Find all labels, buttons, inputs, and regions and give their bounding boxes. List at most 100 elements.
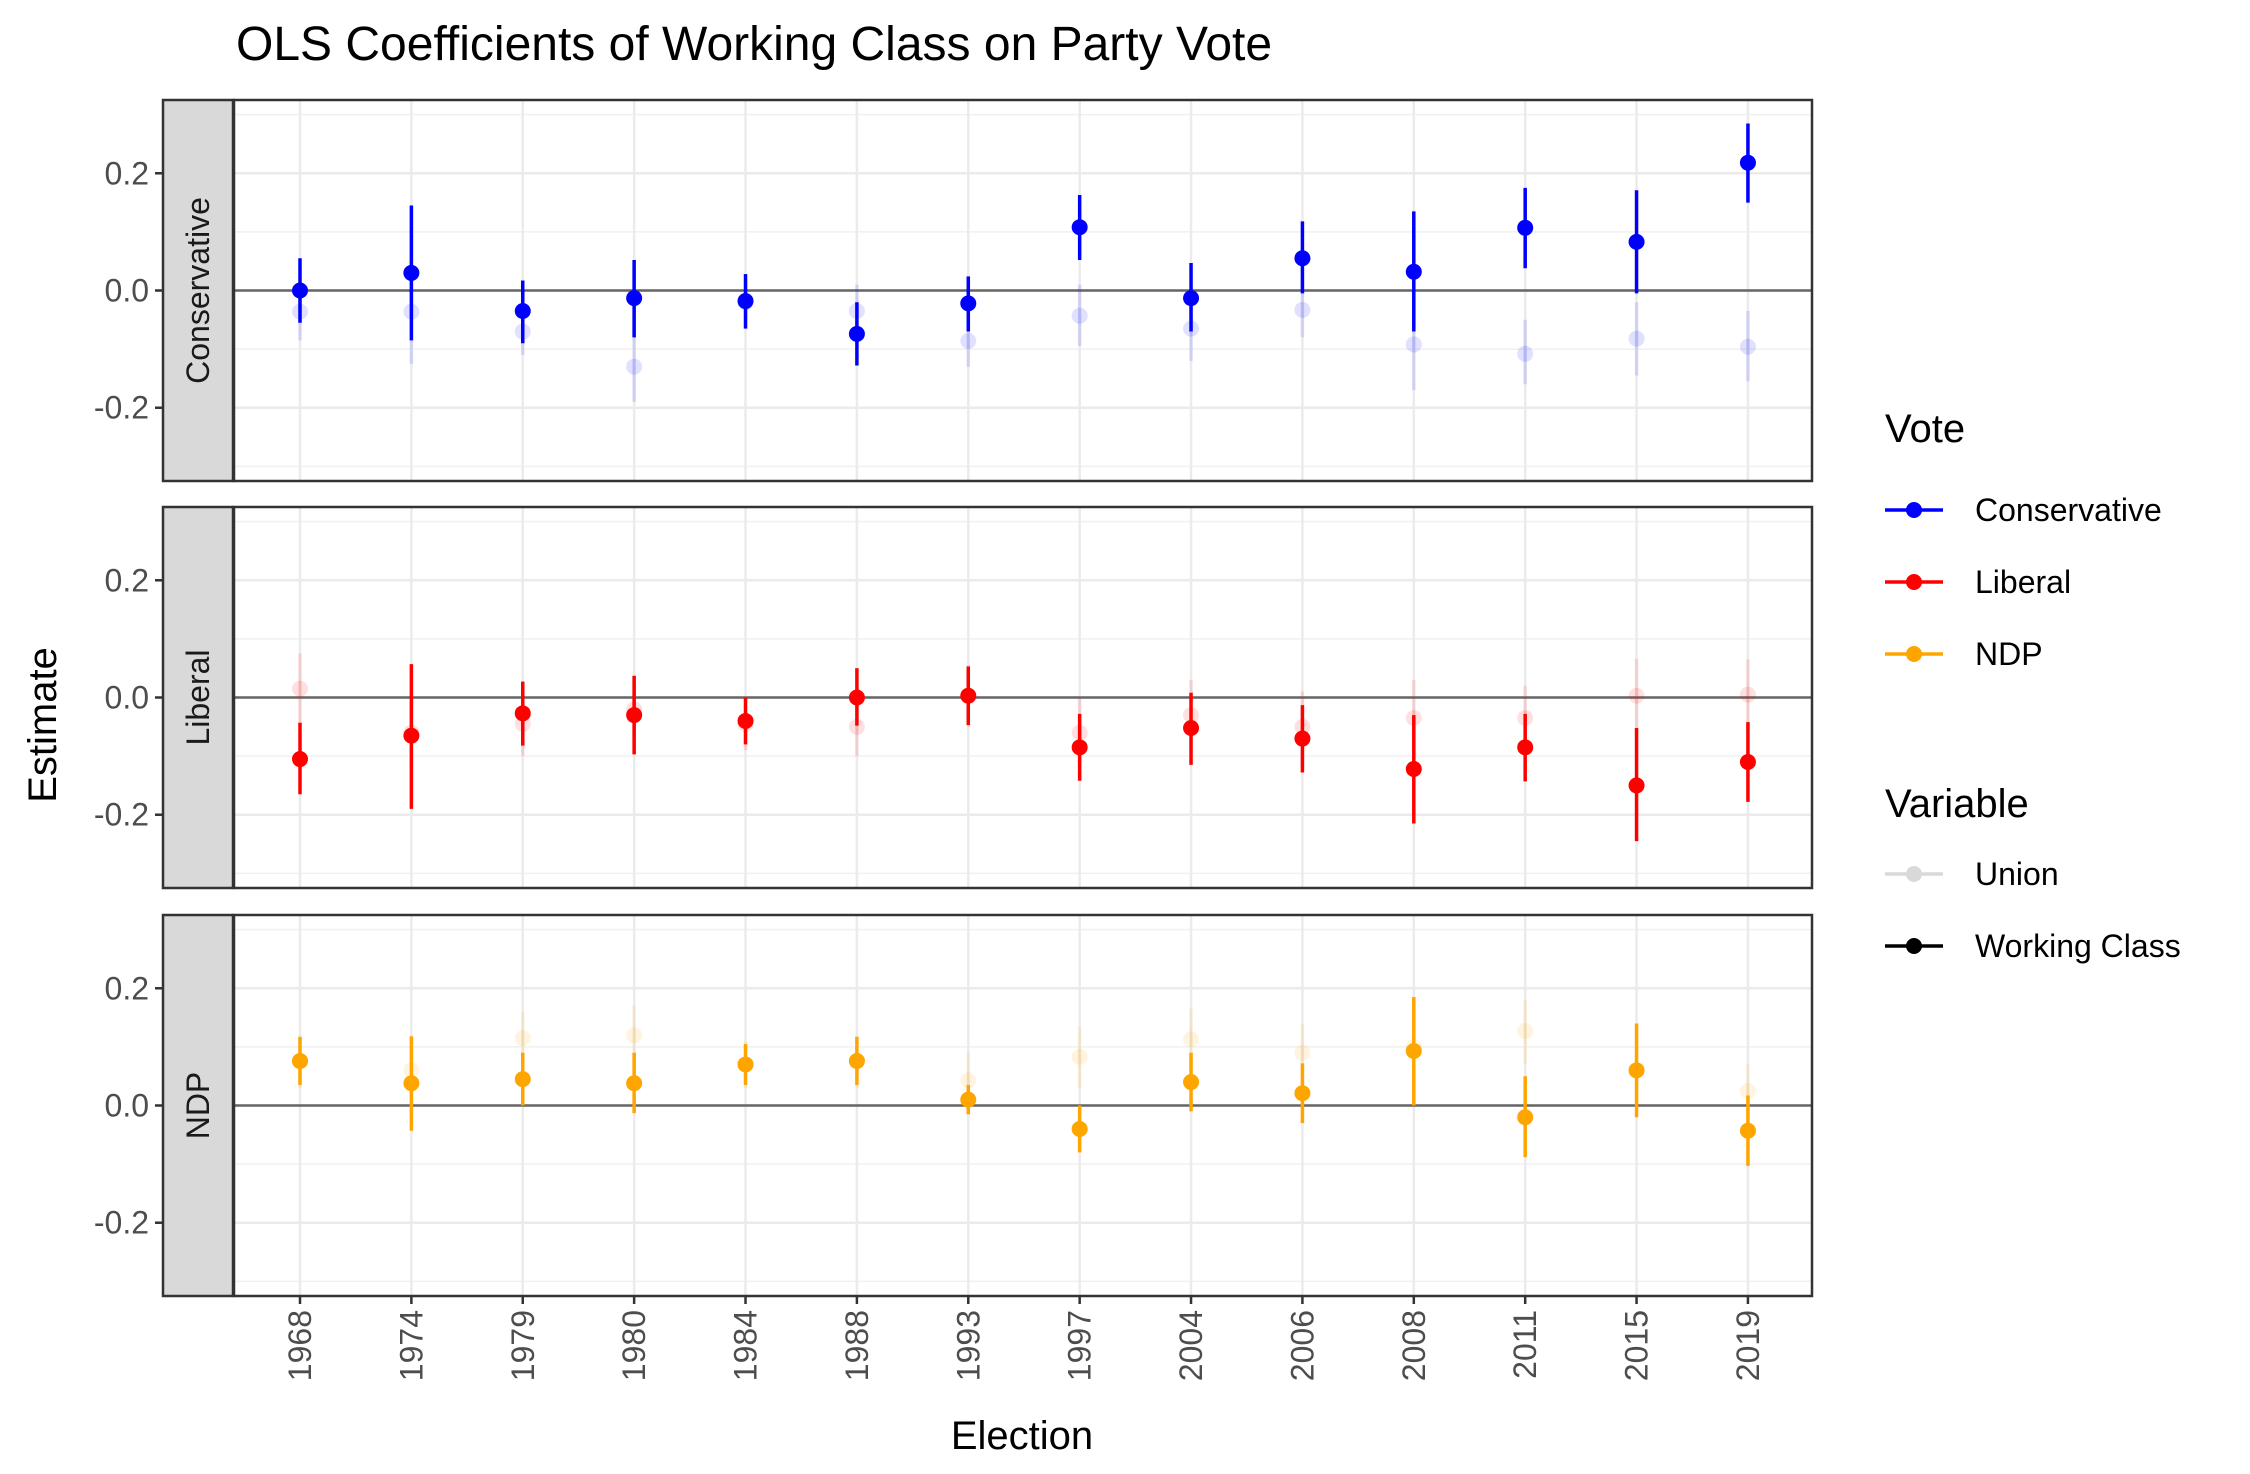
point-ndp-working-class-2011 <box>1517 1109 1534 1126</box>
point-liberal-working-class-2006 <box>1294 730 1311 747</box>
point-ndp-working-class-2015 <box>1628 1062 1645 1079</box>
legend-label-working-class: Working Class <box>1975 928 2181 964</box>
point-ndp-union-2019 <box>1739 1082 1756 1099</box>
chart-title: OLS Coefficients of Working Class on Par… <box>236 18 1272 71</box>
point-liberal-union-2015 <box>1628 687 1645 704</box>
y-axis-title: Estimate <box>21 647 65 803</box>
point-ndp-union-1993 <box>960 1072 977 1089</box>
x-tick-label-1974: 1974 <box>393 1310 429 1381</box>
point-conservative-union-2006 <box>1294 301 1311 318</box>
point-ndp-working-class-1979 <box>514 1071 531 1088</box>
point-conservative-union-2011 <box>1517 345 1534 362</box>
point-conservative-working-class-1993 <box>960 295 977 312</box>
point-conservative-union-1980 <box>626 358 643 375</box>
point-conservative-working-class-2019 <box>1739 154 1756 171</box>
facet-strip-ndp <box>161 913 235 1298</box>
x-tick-label-1980: 1980 <box>616 1310 652 1381</box>
point-conservative-union-2008 <box>1405 336 1422 353</box>
y-tick-label: 0.2 <box>105 562 149 598</box>
point-liberal-working-class-1984 <box>737 712 754 729</box>
point-conservative-union-2019 <box>1739 338 1756 355</box>
legend-label-liberal: Liberal <box>1975 564 2071 600</box>
legend-label-conservative: Conservative <box>1975 492 2162 528</box>
point-liberal-union-1968 <box>292 680 308 697</box>
point-liberal-working-class-1979 <box>514 705 531 722</box>
y-tick-label: 0.2 <box>105 155 149 191</box>
point-conservative-working-class-2011 <box>1517 219 1534 236</box>
facet-strip-conservative <box>161 98 235 483</box>
x-tick-label-2015: 2015 <box>1619 1310 1655 1381</box>
point-liberal-working-class-1980 <box>626 707 643 724</box>
x-tick-label-2019: 2019 <box>1730 1310 1766 1381</box>
y-tick-label: 0.0 <box>105 680 149 716</box>
point-conservative-working-class-1997 <box>1071 219 1088 236</box>
point-conservative-union-1993 <box>960 332 977 349</box>
point-liberal-working-class-2019 <box>1739 753 1756 770</box>
x-tick-label-2008: 2008 <box>1396 1310 1432 1381</box>
x-tick-label-2006: 2006 <box>1284 1310 1320 1381</box>
facet-label-conservative: Conservative <box>180 197 216 384</box>
point-liberal-working-class-2008 <box>1405 761 1422 778</box>
y-tick-label: -0.2 <box>94 390 149 426</box>
point-ndp-working-class-1993 <box>960 1091 977 1108</box>
point-ndp-working-class-2008 <box>1405 1042 1422 1059</box>
point-ndp-working-class-1968 <box>292 1052 308 1069</box>
point-liberal-working-class-1993 <box>960 687 977 704</box>
y-tick-label: -0.2 <box>94 1205 149 1241</box>
point-conservative-working-class-1968 <box>292 282 308 299</box>
point-ndp-union-1980 <box>626 1027 643 1044</box>
point-ndp-union-1997 <box>1071 1048 1088 1065</box>
point-conservative-working-class-2004 <box>1183 290 1200 307</box>
point-ndp-union-1979 <box>514 1030 531 1047</box>
facet-label-liberal: Liberal <box>180 649 216 745</box>
point-liberal-working-class-1968 <box>292 751 308 768</box>
point-conservative-working-class-2008 <box>1405 263 1422 280</box>
point-liberal-working-class-2015 <box>1628 777 1645 794</box>
x-tick-label-1997: 1997 <box>1062 1310 1098 1381</box>
legend-key-point-ndp <box>1906 646 1922 662</box>
point-conservative-working-class-1979 <box>514 303 531 320</box>
point-conservative-working-class-2015 <box>1628 233 1645 250</box>
point-liberal-working-class-1997 <box>1071 739 1088 756</box>
legend: Vote Conservative Liberal NDP Variable Union W… <box>1885 407 2181 964</box>
point-ndp-working-class-2004 <box>1183 1074 1200 1091</box>
x-axis-title: Election <box>951 1414 1093 1458</box>
point-liberal-working-class-1974 <box>403 727 420 744</box>
facet-strip-liberal <box>161 505 235 890</box>
point-conservative-working-class-1974 <box>403 264 420 281</box>
point-conservative-union-2015 <box>1628 330 1645 347</box>
y-tick-label: 0.0 <box>105 273 149 309</box>
x-tick-label-1979: 1979 <box>505 1310 541 1381</box>
legend-key-point-working-class <box>1906 938 1922 954</box>
point-ndp-union-2011 <box>1517 1023 1534 1040</box>
legend-key-point-union <box>1906 866 1922 882</box>
point-liberal-union-2019 <box>1739 686 1756 703</box>
legend-key-point-liberal <box>1906 574 1922 590</box>
point-conservative-working-class-1988 <box>848 325 865 342</box>
x-tick-label-1968: 1968 <box>282 1310 318 1381</box>
facet-label-ndp: NDP <box>180 1072 216 1140</box>
legend-label-union: Union <box>1975 856 2059 892</box>
legend-title-vote: Vote <box>1885 407 1965 451</box>
point-liberal-working-class-1988 <box>848 689 865 706</box>
point-ndp-working-class-1974 <box>403 1075 420 1092</box>
legend-label-ndp: NDP <box>1975 636 2043 672</box>
point-ndp-working-class-1980 <box>626 1075 643 1092</box>
point-ndp-working-class-2019 <box>1739 1122 1756 1139</box>
point-ndp-working-class-1988 <box>848 1052 865 1069</box>
x-tick-label-1984: 1984 <box>728 1310 764 1381</box>
point-liberal-working-class-2004 <box>1183 719 1200 736</box>
y-tick-label: -0.2 <box>94 797 149 833</box>
point-conservative-working-class-2006 <box>1294 250 1311 267</box>
point-conservative-working-class-1980 <box>626 290 643 307</box>
y-tick-label: 0.0 <box>105 1088 149 1124</box>
legend-title-variable: Variable <box>1885 782 2029 826</box>
point-ndp-union-2006 <box>1294 1044 1311 1061</box>
point-liberal-working-class-2011 <box>1517 739 1534 756</box>
point-liberal-union-1988 <box>848 718 865 735</box>
legend-key-point-conservative <box>1906 502 1922 518</box>
x-tick-label-2004: 2004 <box>1173 1310 1209 1381</box>
point-conservative-working-class-1984 <box>737 293 754 310</box>
point-conservative-union-1997 <box>1071 307 1088 324</box>
